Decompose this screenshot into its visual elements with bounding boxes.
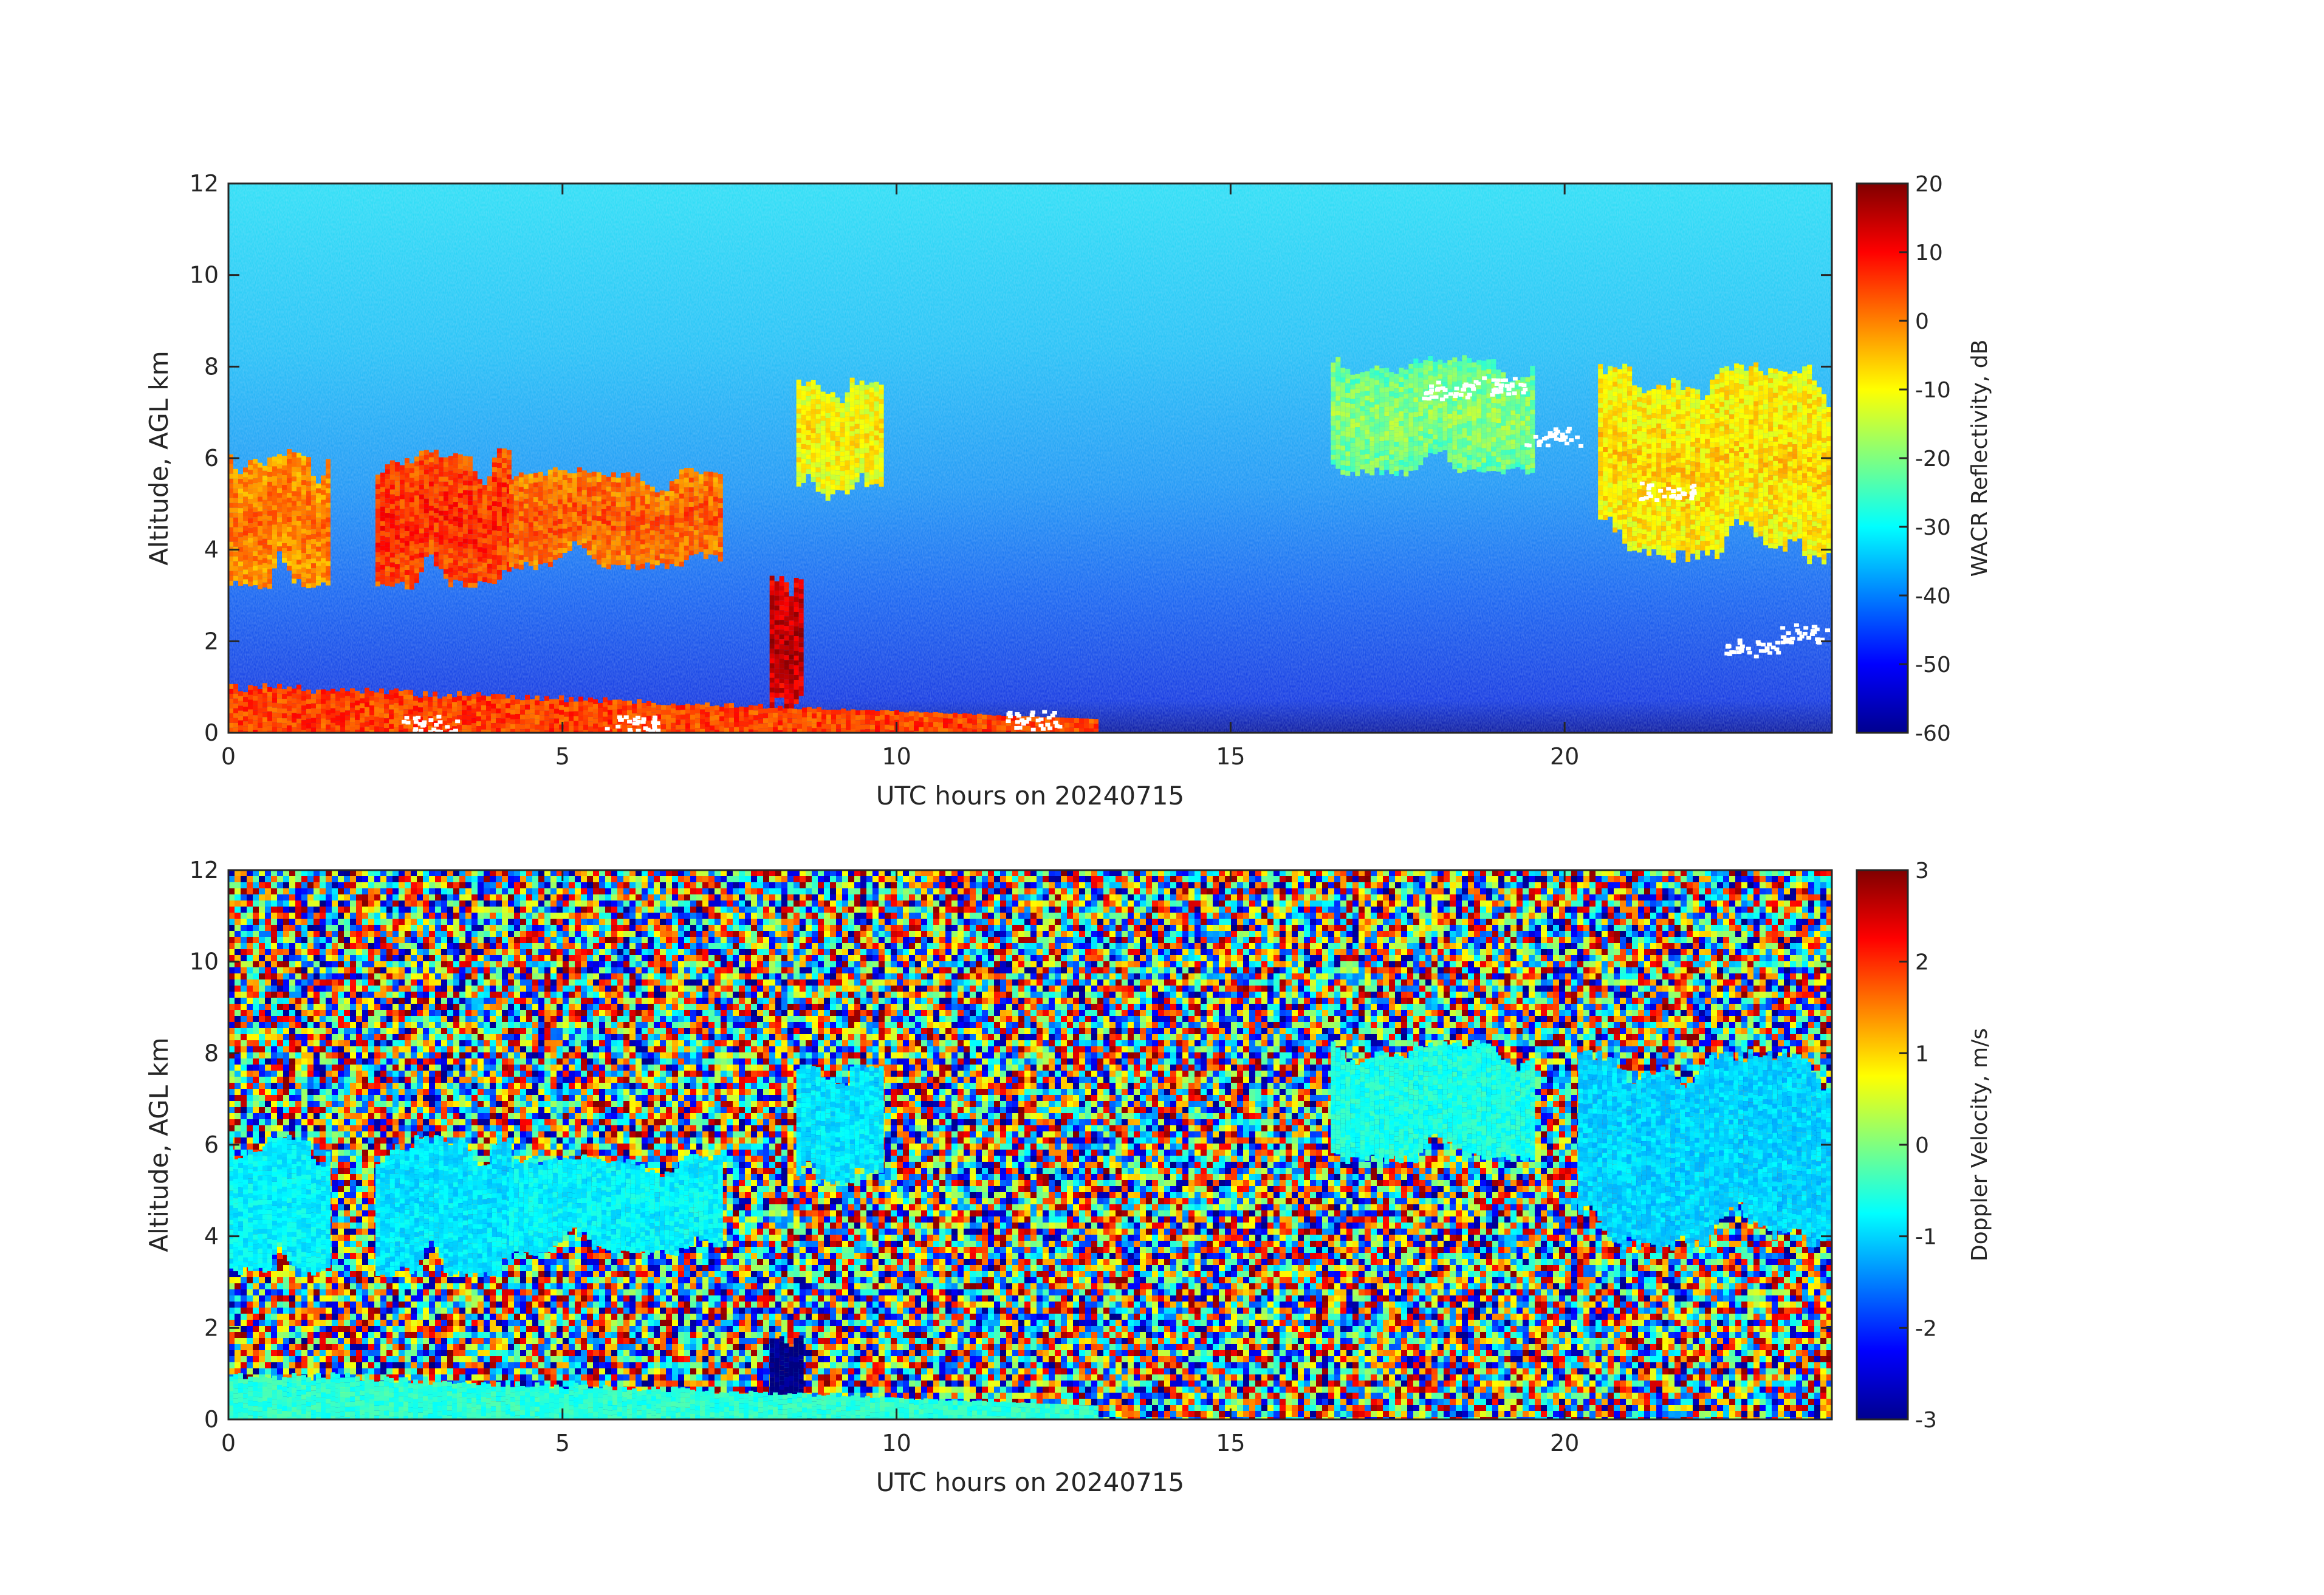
- bot-y-tick-label: 12: [190, 857, 219, 883]
- bot-y-tick-label: 8: [204, 1040, 219, 1066]
- top-colorbar-tick-label: -20: [1915, 447, 1951, 472]
- bot-y-tick-label: 2: [204, 1314, 219, 1341]
- reflectivity-colorbar: 20 10 0 -10 -20 -30 -40 -50 -60: [1856, 172, 1951, 746]
- bot-y-tick-label: 0: [204, 1406, 219, 1433]
- top-y-tick-label: 6: [204, 445, 219, 472]
- top-y-tick-label: 8: [204, 353, 219, 380]
- bot-x-tick-label: 20: [1550, 1430, 1579, 1456]
- top-feature-surface-clutter-7: [228, 683, 1099, 733]
- doppler-velocity-y-axis-label: Altitude, AGL km: [144, 1037, 174, 1252]
- bot-colorbar-tick-label: -2: [1915, 1316, 1937, 1341]
- bot-feature-surface-clutter-7: [228, 1372, 1099, 1419]
- top-y-tick-label: 10: [190, 262, 219, 289]
- bot-feature-cloud-4: [796, 1066, 884, 1185]
- top-x-tick-label: 0: [221, 743, 236, 770]
- reflectivity-white-flags: [402, 376, 1831, 733]
- top-y-tick-label: 12: [190, 170, 219, 197]
- top-x-tick-label: 10: [882, 743, 911, 770]
- reflectivity-colorbar-label: WACR Reflectivity, dB: [1967, 340, 1992, 577]
- top-colorbar-tick-label: 20: [1915, 172, 1943, 197]
- bot-feature-cloud-6: [1331, 1041, 1535, 1164]
- top-feature-cloud-2: [509, 467, 723, 571]
- top-colorbar-tick-label: -50: [1915, 653, 1951, 677]
- doppler-velocity-axes: 0 5 10 15 20 0 2 4 6 8 10 12: [190, 857, 1833, 1456]
- doppler-velocity-heatmap: [228, 870, 1832, 1419]
- bot-x-tick-label: 10: [882, 1430, 911, 1456]
- bot-feature-cloud-1: [375, 1134, 512, 1278]
- bot-y-tick-label: 6: [204, 1131, 219, 1158]
- bot-y-tick-label: 4: [204, 1223, 219, 1250]
- doppler-velocity-colorbar-label: Doppler Velocity, m/s: [1967, 1028, 1992, 1261]
- top-y-tick-label: 0: [204, 719, 219, 746]
- bot-feature-cloud-0: [228, 1134, 331, 1276]
- bot-feature-cloud-5: [1578, 1048, 1832, 1252]
- bot-x-tick-label: 15: [1216, 1430, 1245, 1456]
- doppler-velocity-x-axis-label: UTC hours on 20240715: [876, 1467, 1185, 1497]
- bot-y-tick-label: 10: [190, 948, 219, 975]
- bot-colorbar-tick-label: -1: [1915, 1225, 1937, 1250]
- top-feature-precipitation-3: [769, 575, 804, 718]
- bot-x-tick-label: 0: [221, 1430, 236, 1456]
- bot-x-tick-label: 5: [555, 1430, 570, 1456]
- top-colorbar-tick-label: -30: [1915, 515, 1951, 540]
- bot-colorbar-tick-label: 3: [1915, 859, 1929, 883]
- reflectivity-heatmap: [228, 184, 1832, 733]
- top-x-tick-label: 5: [555, 743, 570, 770]
- top-feature-cloud-5: [1598, 362, 1832, 564]
- top-y-tick-label: 2: [204, 628, 219, 654]
- top-feature-cloud-4: [796, 377, 884, 501]
- doppler-velocity-colorbar: 3 2 1 0 -1 -2 -3: [1856, 859, 1937, 1433]
- top-colorbar-tick-label: 10: [1915, 241, 1943, 266]
- reflectivity-x-axis-label: UTC hours on 20240715: [876, 781, 1185, 811]
- bot-colorbar-tick-label: 2: [1915, 950, 1929, 975]
- bot-colorbar-tick-label: -3: [1915, 1408, 1937, 1433]
- top-y-tick-label: 4: [204, 537, 219, 563]
- top-colorbar-tick-label: -10: [1915, 378, 1951, 403]
- top-colorbar-tick-label: 0: [1915, 309, 1929, 334]
- bot-colorbar-tick-label: 1: [1915, 1041, 1929, 1066]
- bot-feature-cloud-2: [509, 1154, 723, 1256]
- top-x-tick-label: 15: [1216, 743, 1245, 770]
- reflectivity-y-axis-label: Altitude, AGL km: [144, 351, 174, 565]
- top-colorbar-tick-label: -40: [1915, 584, 1951, 609]
- bot-colorbar-tick-label: 0: [1915, 1133, 1929, 1158]
- reflectivity-axes: 0 5 10 15 20 0 2 4 6 8 10 12: [190, 170, 1833, 770]
- top-feature-cloud-1: [375, 448, 512, 590]
- top-x-tick-label: 20: [1550, 743, 1579, 770]
- top-colorbar-tick-label: -60: [1915, 721, 1951, 746]
